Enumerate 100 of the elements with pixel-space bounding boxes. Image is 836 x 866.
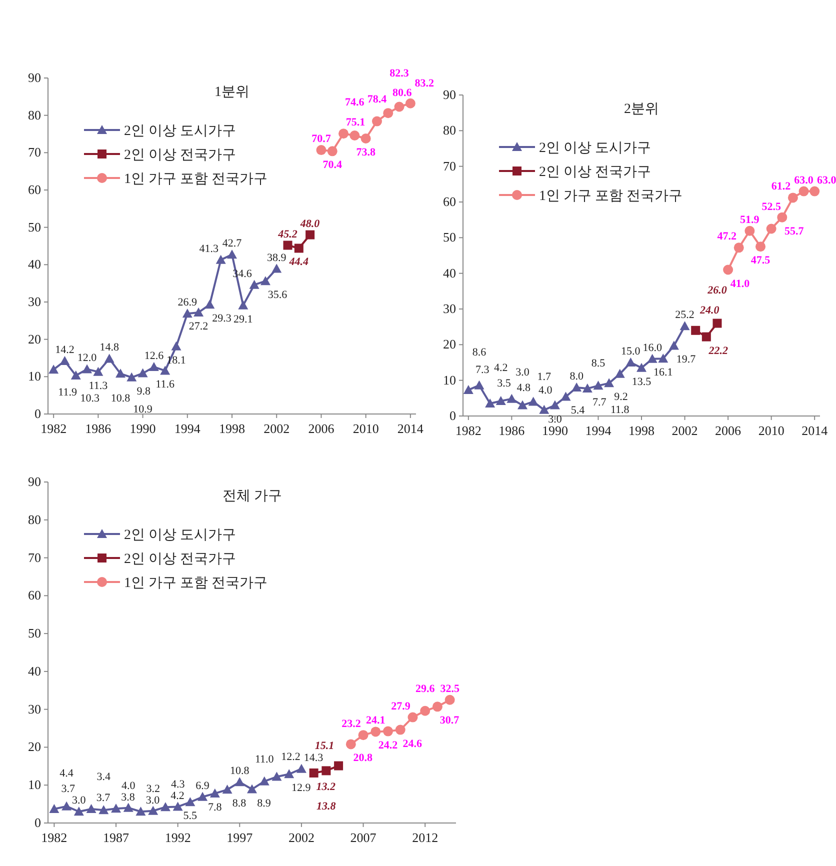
point (346, 739, 356, 750)
point (138, 368, 148, 378)
point (626, 358, 636, 366)
point (306, 230, 315, 240)
data-label: 5.4 (570, 404, 586, 417)
data-label: 55.7 (784, 225, 804, 238)
point (338, 128, 349, 139)
data-label: 61.2 (771, 180, 792, 193)
point (370, 726, 381, 737)
data-label: 24.1 (366, 714, 386, 727)
x-tick-label: 2006 (715, 423, 742, 438)
point (614, 368, 625, 378)
point (115, 368, 126, 378)
data-label: 26.9 (178, 296, 198, 309)
data-label: 47.5 (750, 254, 771, 267)
point (259, 776, 270, 786)
point (98, 805, 109, 814)
y-tick-label: 40 (28, 663, 41, 678)
data-label: 29.6 (415, 682, 436, 695)
point (658, 354, 668, 363)
x-tick-label: 1990 (542, 423, 568, 438)
x-tick-label: 2010 (352, 421, 379, 436)
data-label: 15.0 (621, 346, 641, 358)
point (734, 242, 744, 253)
data-label: 27.9 (391, 700, 411, 712)
data-label: 78.4 (367, 93, 388, 106)
data-label: 4.4 (60, 767, 74, 780)
data-label: 9.2 (614, 391, 628, 404)
data-label: 8.6 (472, 346, 487, 358)
data-label: 73.8 (356, 146, 376, 158)
x-tick-label: 2014 (397, 421, 424, 436)
y-tick-label: 50 (28, 626, 41, 641)
point (485, 398, 496, 408)
data-label: 14.3 (304, 752, 324, 764)
point (420, 706, 430, 716)
x-tick-label: 1987 (103, 830, 130, 845)
x-tick-label: 1982 (40, 421, 67, 436)
y-tick-label: 10 (28, 777, 41, 792)
data-label: 8.0 (570, 370, 584, 382)
point (496, 396, 506, 406)
point (702, 332, 711, 342)
data-label: 4.0 (538, 384, 553, 397)
point (405, 98, 416, 108)
data-label: 29.3 (212, 312, 232, 325)
point (593, 380, 604, 390)
data-label: 4.0 (121, 780, 136, 792)
point (148, 362, 159, 371)
data-label: 11.8 (610, 404, 630, 416)
text: 1분위 (214, 85, 250, 100)
point (234, 777, 245, 786)
point (148, 806, 158, 815)
data-label: 8.9 (257, 797, 272, 810)
data-label: 3.7 (96, 792, 111, 804)
legend-label: 1인 가구 포함 전국가구 (124, 172, 268, 187)
legend-label: 2인 이상 전국가구 (539, 165, 651, 180)
x-tick-label: 1992 (164, 830, 191, 845)
point (444, 694, 455, 705)
data-label: 22.2 (708, 344, 729, 357)
point (74, 806, 84, 816)
point (238, 300, 248, 310)
y-tick-label: 20 (28, 331, 41, 346)
y-tick-label: 60 (28, 182, 41, 197)
data-label: 4.2 (170, 790, 184, 802)
point (70, 370, 81, 380)
data-label: 3.2 (146, 782, 160, 795)
data-label: 3.7 (61, 782, 76, 795)
data-label: 7.8 (208, 801, 222, 814)
point (810, 186, 820, 196)
point (358, 730, 368, 740)
data-label: 3.8 (121, 792, 136, 804)
data-label: 20.8 (353, 752, 374, 764)
data-label: 3.0 (146, 794, 160, 807)
y-tick-label: 20 (28, 739, 41, 754)
point (198, 792, 208, 801)
point (744, 226, 755, 236)
point (48, 364, 59, 374)
x-tick-label: 1986 (85, 421, 112, 436)
data-label: 3.5 (497, 378, 512, 390)
point (572, 382, 582, 392)
data-label: 48.0 (299, 218, 320, 230)
data-label: 15.1 (314, 740, 334, 752)
y-tick-label: 90 (28, 70, 41, 85)
data-label: 14.2 (55, 344, 74, 356)
data-label: 51.9 (740, 214, 760, 226)
x-tick-label: 1982 (41, 830, 68, 845)
data-label: 1.7 (537, 370, 552, 383)
point (350, 130, 360, 140)
y-tick-label: 10 (28, 368, 41, 384)
data-label: 70.7 (312, 133, 332, 146)
point (712, 318, 722, 328)
point (691, 326, 700, 335)
y-tick-label: 70 (28, 550, 41, 565)
data-label: 45.2 (277, 228, 298, 240)
point (756, 242, 766, 252)
point (506, 394, 517, 403)
point (372, 116, 382, 126)
point (93, 366, 104, 376)
data-label: 3.4 (96, 771, 112, 784)
text: 전체 가구 (222, 489, 282, 504)
data-label: 74.6 (345, 96, 365, 108)
